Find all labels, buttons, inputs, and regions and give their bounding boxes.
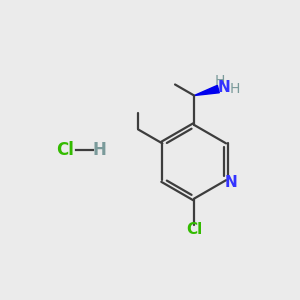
Polygon shape [194, 85, 219, 95]
Text: H: H [92, 141, 106, 159]
Text: N: N [225, 175, 238, 190]
Text: H: H [229, 82, 240, 96]
Text: H: H [214, 74, 225, 88]
Text: N: N [217, 80, 230, 95]
Text: Cl: Cl [186, 222, 202, 237]
Text: Cl: Cl [56, 141, 74, 159]
